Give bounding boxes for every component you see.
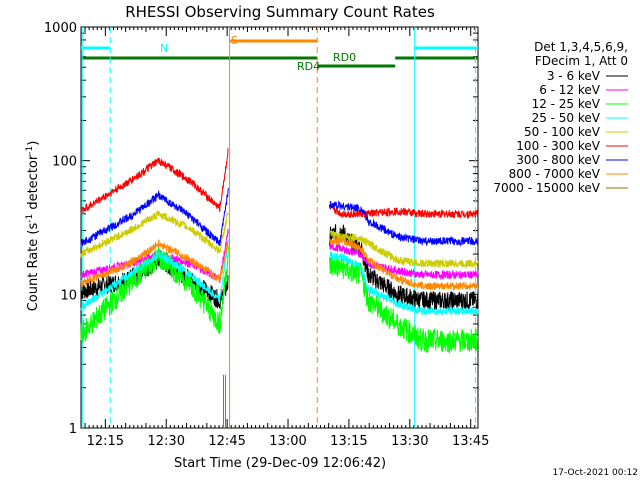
timestamp: 17-Oct-2021 00:12 [553, 468, 638, 478]
y-tick-label: 1000 [44, 21, 77, 36]
y-axis-label-sup2: -1 [25, 146, 35, 155]
x-axis-label: Start Time (29-Dec-09 12:06:42) [174, 456, 386, 471]
plot-layer: 1 10 100 1000 12:15 12:30 12:45 13:00 13:15 13:30… [44, 21, 628, 449]
y-tick-label: 100 [52, 155, 77, 170]
series-line [328, 200, 479, 247]
legend-label: 12 - 25 keV [532, 97, 601, 111]
x-tick-label: 13:15 [330, 434, 367, 449]
legend-label: 6 - 12 keV [539, 83, 601, 97]
series-line [328, 230, 479, 269]
x-tick-label: 13:30 [391, 434, 428, 449]
y-tick-label: 10 [60, 288, 77, 303]
series-line [80, 147, 229, 214]
x-tick-label: 12:30 [148, 434, 185, 449]
y-tick-label: 1 [69, 422, 77, 437]
annotation-n: N [160, 42, 168, 55]
legend-header-line2: FDecim 1, Att 0 [535, 54, 628, 68]
legend-label: 50 - 100 keV [524, 125, 601, 139]
annotation-rd4: RD4 [297, 60, 320, 73]
legend-label: 3 - 6 keV [547, 69, 601, 83]
series-line [80, 246, 229, 344]
y-axis-label-mid: detector [26, 154, 41, 214]
legend-header-line1: Det 1,3,4,5,6,9, [534, 40, 628, 54]
chart-title: RHESSI Observing Summary Count Rates [125, 3, 435, 21]
legend-label: 100 - 300 keV [516, 139, 600, 153]
x-tick-label: 12:45 [208, 434, 245, 449]
series-line [80, 187, 229, 248]
legend-label: 300 - 800 keV [516, 153, 600, 167]
legend-label: 800 - 7000 keV [509, 167, 601, 181]
series-line [328, 204, 479, 220]
x-tick-label: 13:45 [452, 434, 489, 449]
plot-frame [80, 26, 479, 429]
legend-label: 25 - 50 keV [532, 111, 601, 125]
legend-label: 7000 - 15000 keV [493, 181, 600, 195]
y-axis-label-end: ) [26, 141, 41, 146]
y-axis-label-main: Count Rate (s [26, 223, 41, 312]
series-line [80, 239, 229, 287]
series-line [329, 251, 479, 316]
series-line [80, 239, 229, 311]
y-axis-label: Count Rate (s-1 detector-1) [25, 141, 41, 312]
y-axis-label-sup1: -1 [25, 214, 35, 223]
series-line [328, 236, 479, 292]
x-tick-label: 12:15 [87, 434, 124, 449]
series-line [80, 210, 229, 260]
series-line [329, 242, 479, 281]
annotation-rd0: RD0 [333, 51, 356, 64]
x-tick-label: 13:00 [269, 434, 306, 449]
annotation-s: S [231, 34, 238, 47]
